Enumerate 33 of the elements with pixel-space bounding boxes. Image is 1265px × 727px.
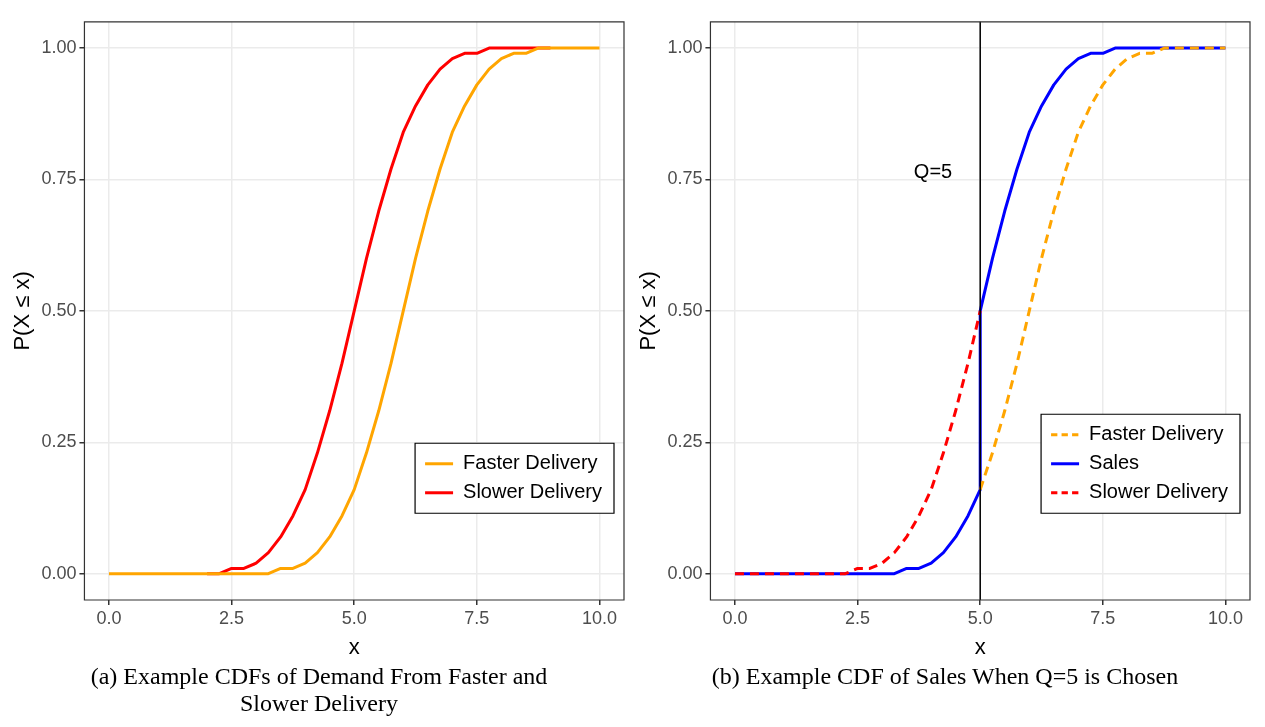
x-tick-label: 10.0 <box>1207 607 1243 628</box>
y-axis-title: P(X ≤ x) <box>9 271 35 351</box>
x-tick-label: 5.0 <box>967 607 993 628</box>
y-axis-title: P(X ≤ x) <box>635 271 661 351</box>
x-tick-label: 2.5 <box>845 607 871 628</box>
text: (b) Example CDF of Sales When Q=5 is Chosen <box>710 663 1180 690</box>
x-axis-title: x <box>348 633 360 659</box>
legend-label: Sales <box>1089 451 1140 474</box>
legend-label: Slower Delivery <box>463 480 603 503</box>
x-tick-label: 7.5 <box>464 607 490 628</box>
y-tick-label: 0.50 <box>41 299 77 320</box>
y-tick-label: 0.75 <box>41 168 77 189</box>
legend-label: Faster Delivery <box>1089 422 1224 445</box>
y-tick-label: 0.75 <box>667 168 703 189</box>
x-tick-label: 10.0 <box>581 607 617 628</box>
y-tick-label: 0.50 <box>667 299 703 320</box>
y-tick-label: 1.00 <box>667 37 703 58</box>
x-tick-label: 0.0 <box>722 607 748 628</box>
y-tick-label: 0.25 <box>667 431 703 452</box>
x-tick-label: 2.5 <box>219 607 245 628</box>
line-series <box>733 309 982 576</box>
legend-label: Slower Delivery <box>1089 480 1229 503</box>
y-tick-label: 0.00 <box>41 562 77 583</box>
y-tick-label: 1.00 <box>41 37 77 58</box>
y-tick-label: 0.25 <box>41 431 77 452</box>
x-tick-label: 0.0 <box>96 607 122 628</box>
x-axis-title: x <box>974 633 986 659</box>
x-tick-label: 5.0 <box>341 607 367 628</box>
text: (a) Example CDFs of Demand From Faster and Slower Delivery <box>89 663 549 717</box>
ref-line-label: Q=5 <box>913 159 953 182</box>
y-tick-label: 0.00 <box>667 562 703 583</box>
legend-label: Faster Delivery <box>463 451 598 474</box>
x-tick-label: 7.5 <box>1090 607 1116 628</box>
